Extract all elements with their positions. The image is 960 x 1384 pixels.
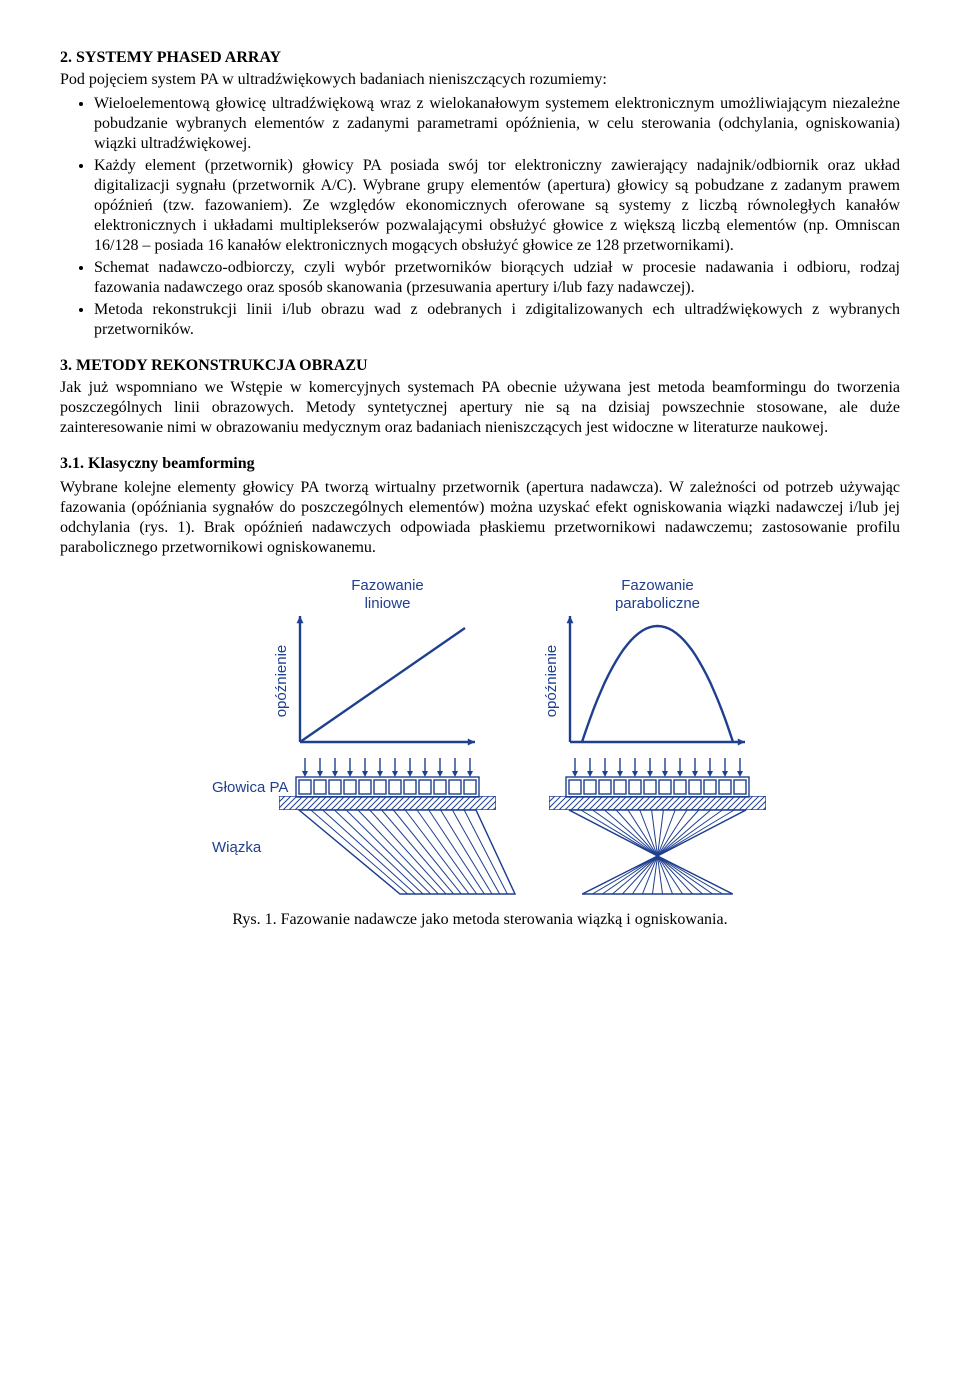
section-3-para: Jak już wspomniano we Wstępie w komercyj… xyxy=(60,378,900,438)
figure-1-caption: Rys. 1. Fazowanie nadawcze jako metoda s… xyxy=(60,910,900,930)
section-2-list: Wieloelementową głowicę ultradźwiękową w… xyxy=(60,94,900,340)
list-item: Metoda rekonstrukcji linii i/lub obrazu … xyxy=(94,300,900,340)
svg-text:Głowica PA: Głowica PA xyxy=(212,779,288,796)
svg-text:Wiązka: Wiązka xyxy=(212,839,262,856)
section-3-1-para: Wybrane kolejne elementy głowicy PA twor… xyxy=(60,478,900,558)
svg-text:opóźnienie: opóźnienie xyxy=(273,645,290,718)
figure-1-svg: FazowanielinioweFazowanieparaboliczneopó… xyxy=(170,572,790,902)
list-item: Wieloelementową głowicę ultradźwiękową w… xyxy=(94,94,900,154)
list-item: Każdy element (przetwornik) głowicy PA p… xyxy=(94,156,900,256)
svg-text:liniowe: liniowe xyxy=(365,595,411,612)
section-2-heading: 2. SYSTEMY PHASED ARRAY xyxy=(60,48,900,68)
svg-text:Fazowanie: Fazowanie xyxy=(621,577,694,594)
figure-1: FazowanielinioweFazowanieparaboliczneopó… xyxy=(60,572,900,902)
svg-text:Fazowanie: Fazowanie xyxy=(351,577,424,594)
list-item: Schemat nadawczo-odbiorczy, czyli wybór … xyxy=(94,258,900,298)
section-3-heading: 3. METODY REKONSTRUKCJA OBRAZU xyxy=(60,356,900,376)
svg-text:opóźnienie: opóźnienie xyxy=(543,645,560,718)
svg-text:paraboliczne: paraboliczne xyxy=(615,595,700,612)
section-2-intro: Pod pojęciem system PA w ultradźwiękowyc… xyxy=(60,70,900,90)
section-3-1-heading: 3.1. Klasyczny beamforming xyxy=(60,454,900,474)
